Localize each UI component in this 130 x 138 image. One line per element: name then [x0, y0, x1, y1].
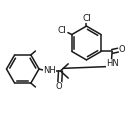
Text: Cl: Cl — [82, 14, 91, 23]
Text: O: O — [119, 45, 125, 54]
Text: Cl: Cl — [58, 26, 67, 35]
Text: NH: NH — [43, 67, 56, 75]
Text: HN: HN — [106, 59, 119, 68]
Text: O: O — [55, 82, 62, 91]
